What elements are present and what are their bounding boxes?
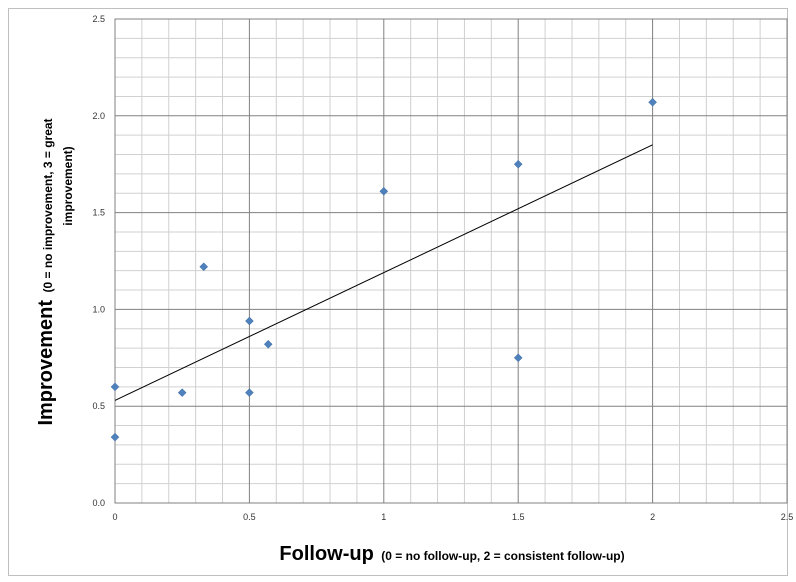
y-axis-tick-labels: 0.0 0.5 1.0 1.5 2.0 2.5: [92, 14, 105, 508]
x-tick-label: 1.5: [512, 512, 525, 522]
x-tick-label: 2.5: [781, 512, 794, 522]
y-tick-label: 1.0: [92, 304, 105, 314]
y-axis-title: Improvement (0 = no improvement, 3 = gre…: [35, 118, 75, 425]
data-points: [110, 97, 657, 442]
x-axis-title: Follow-up (0 = no follow-up, 2 = consist…: [279, 543, 624, 565]
data-point: [648, 97, 657, 107]
major-gridlines: [115, 19, 787, 503]
data-point: [245, 316, 254, 326]
data-point: [199, 262, 209, 272]
data-point: [513, 353, 523, 363]
svg-text:Improvement (0 = no impr: Improvement (0 = no improvement, 3 = gre…: [35, 118, 57, 425]
y-tick-label: 0.5: [92, 401, 105, 411]
trendline: [114, 144, 653, 401]
y-axis-title-sub-1: (0 = no improvement, 3 = great: [41, 118, 55, 292]
x-tick-label: 0.5: [243, 512, 256, 522]
x-tick-label: 0: [112, 512, 117, 522]
y-axis-title-main: Improvement: [35, 300, 57, 426]
x-axis-title-main: Follow-up: [279, 543, 373, 565]
x-tick-label: 1: [381, 512, 386, 522]
x-axis-title-sub: (0 = no follow-up, 2 = consistent follow…: [381, 549, 624, 563]
data-point: [513, 159, 523, 169]
data-point: [110, 432, 120, 442]
y-tick-label: 0.0: [92, 498, 105, 508]
data-point: [245, 388, 254, 398]
y-tick-label: 2.0: [92, 111, 105, 121]
x-tick-label: 2: [650, 512, 655, 522]
plot-area: [114, 18, 788, 504]
minor-gridlines: [115, 19, 787, 503]
data-point: [379, 186, 389, 196]
y-tick-label: 2.5: [92, 14, 105, 24]
svg-text:improvement): improvement): [61, 146, 75, 225]
data-point: [110, 382, 120, 392]
y-tick-label: 1.5: [92, 208, 105, 218]
x-axis-tick-labels: 0 0.5 1 1.5 2 2.5: [112, 512, 793, 522]
data-point: [263, 339, 273, 349]
y-axis-title-sub-2: improvement): [61, 146, 75, 225]
data-point: [177, 388, 187, 398]
